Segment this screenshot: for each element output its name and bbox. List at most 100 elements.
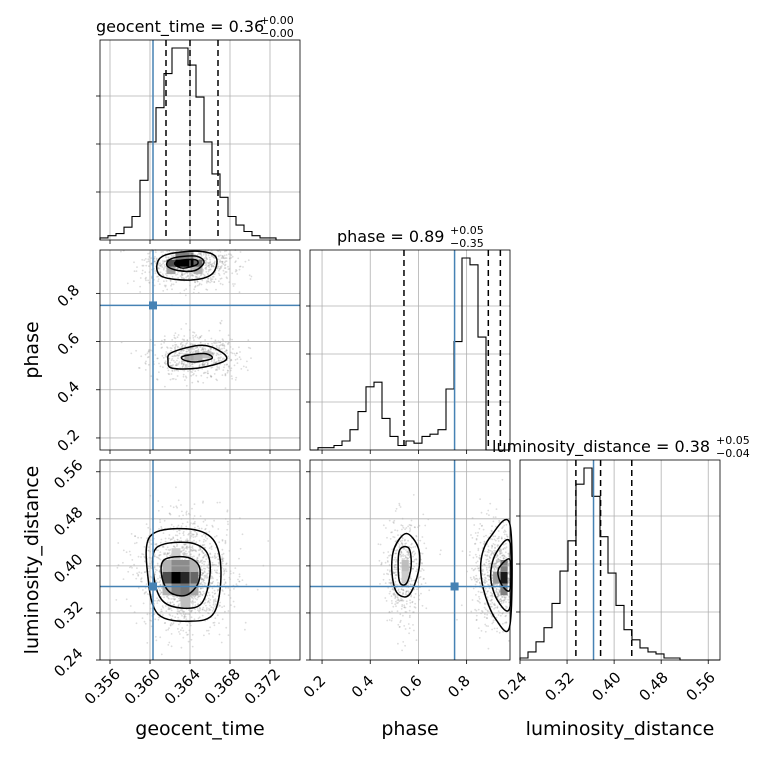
scatter-point <box>186 634 189 636</box>
density-cell <box>171 571 181 584</box>
scatter-point <box>208 632 211 635</box>
scatter-point <box>207 567 210 570</box>
scatter-point <box>194 535 197 538</box>
scatter-point <box>207 372 209 375</box>
scatter-point <box>213 563 216 566</box>
scatter-point <box>495 588 498 591</box>
scatter-point <box>164 353 167 356</box>
scatter-point <box>126 282 129 285</box>
scatter-point <box>491 601 494 604</box>
scatter-point <box>221 260 223 263</box>
panel-luminosity-distance-hist <box>519 459 721 661</box>
scatter-point <box>191 533 194 536</box>
scatter-point <box>175 378 177 381</box>
scatter-point <box>491 579 494 582</box>
scatter-point <box>163 338 166 341</box>
scatter-point <box>137 587 140 589</box>
scatter-point <box>489 537 492 540</box>
scatter-point <box>393 559 395 561</box>
scatter-point <box>389 590 392 593</box>
scatter-point <box>183 553 185 556</box>
scatter-point <box>495 560 498 562</box>
scatter-point <box>394 529 396 531</box>
scatter-point <box>486 590 489 593</box>
scatter-point <box>201 573 204 576</box>
scatter-point <box>202 544 204 546</box>
scatter-point <box>389 538 392 540</box>
scatter-point <box>197 595 200 598</box>
scatter-point <box>197 603 200 605</box>
scatter-point <box>192 533 195 536</box>
scatter-point <box>195 541 198 543</box>
scatter-point <box>199 253 202 256</box>
contour-line <box>165 255 205 273</box>
scatter-point <box>395 552 398 555</box>
scatter-point <box>491 605 493 608</box>
scatter-point <box>198 561 201 564</box>
scatter-point <box>507 577 510 580</box>
scatter-point <box>234 379 237 381</box>
scatter-point <box>224 250 226 253</box>
scatter-point <box>141 269 144 272</box>
scatter-point <box>178 361 181 363</box>
scatter-point <box>227 265 229 268</box>
scatter-point <box>161 339 163 342</box>
scatter-point <box>161 266 164 268</box>
scatter-point <box>486 609 489 612</box>
scatter-point <box>155 542 158 545</box>
scatter-point <box>212 348 215 351</box>
scatter-point <box>185 554 188 557</box>
scatter-point <box>171 369 174 371</box>
scatter-point <box>185 546 188 549</box>
scatter-point <box>410 519 413 522</box>
scatter-point <box>201 572 204 575</box>
scatter-point <box>393 572 396 575</box>
scatter-point <box>397 642 399 645</box>
scatter-point <box>202 273 205 276</box>
scatter-point <box>393 568 396 571</box>
scatter-point <box>508 596 510 598</box>
scatter-point <box>402 641 405 643</box>
scatter-point <box>198 276 201 279</box>
scatter-point <box>205 361 208 363</box>
scatter-point <box>159 554 162 556</box>
scatter-point <box>144 591 146 594</box>
scatter-point <box>198 554 200 557</box>
scatter-point <box>178 529 180 532</box>
scatter-point <box>191 274 194 276</box>
scatter-point <box>233 605 236 608</box>
scatter-point <box>199 515 202 517</box>
scatter-point <box>164 260 166 263</box>
panel-phase-vs-luminosity-distance <box>309 459 511 661</box>
scatter-point <box>485 558 488 561</box>
scatter-point <box>190 550 192 552</box>
x-tick-label: 0.356 <box>81 665 124 708</box>
scatter-point <box>167 644 170 646</box>
scatter-point <box>484 623 487 626</box>
scatter-point <box>158 581 161 584</box>
density-cell <box>401 571 409 584</box>
x-tick-label: 0.32 <box>541 668 577 704</box>
scatter-point <box>221 256 224 259</box>
scatter-point <box>185 613 188 615</box>
scatter-point <box>185 510 188 513</box>
scatter-point <box>496 559 499 561</box>
scatter-point <box>207 600 210 603</box>
scatter-point <box>187 640 190 643</box>
scatter-point <box>475 614 478 617</box>
scatter-point <box>495 559 498 561</box>
scatter-point <box>205 271 208 273</box>
scatter-point <box>195 346 198 349</box>
scatter-point <box>146 352 149 355</box>
scatter-point <box>222 357 225 360</box>
scatter-point <box>198 549 201 551</box>
scatter-point <box>224 387 227 389</box>
scatter-point <box>472 576 475 578</box>
scatter-point <box>214 605 216 607</box>
scatter-point <box>419 576 422 578</box>
scatter-point <box>244 621 247 624</box>
scatter-point <box>157 599 160 602</box>
scatter-point <box>166 347 169 349</box>
scatter-point <box>202 579 205 582</box>
scatter-point <box>503 524 506 527</box>
